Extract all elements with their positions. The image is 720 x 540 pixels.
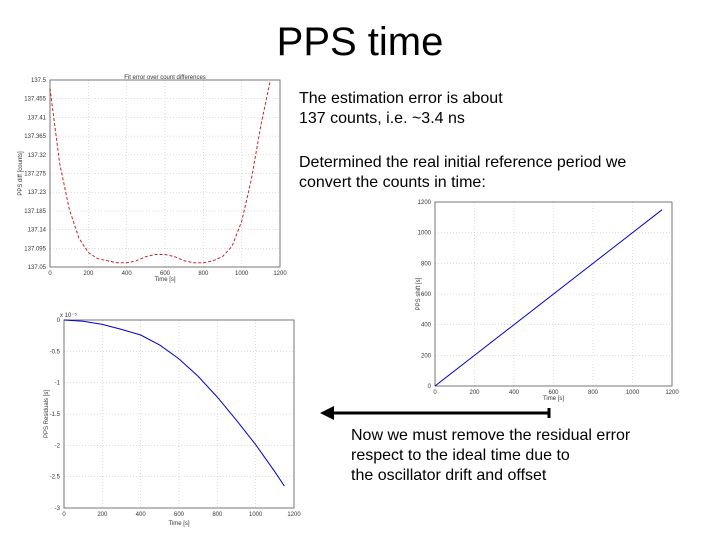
x-tick-label: 1200 — [665, 390, 679, 396]
slide-title: PPS time — [276, 20, 444, 64]
x-tick-label: 0 — [433, 390, 437, 396]
y-tick-label: 600 — [421, 292, 432, 298]
y-tick-label: 800 — [421, 261, 432, 267]
x-tick-label: 1000 — [249, 512, 263, 518]
x-tick-label: 400 — [136, 512, 147, 518]
y-tick-label: 137.41 — [28, 115, 47, 121]
y-tick-label: 137.365 — [24, 134, 46, 140]
arrow-head — [320, 406, 334, 420]
x-tick-label: 600 — [174, 512, 185, 518]
series-line — [63, 319, 285, 487]
y-tick-label: 137.14 — [28, 228, 47, 234]
estimation-error-text: The estimation error is about 137 counts… — [299, 89, 559, 129]
x-tick-label: 1000 — [235, 271, 249, 277]
residual-text: Now we must remove the residual error re… — [351, 426, 681, 486]
text-line: convert the counts in time: — [299, 174, 486, 191]
y-tick-label: 137.455 — [24, 97, 46, 103]
text-line: The estimation error is about — [299, 90, 503, 107]
x-tick-label: 0 — [62, 512, 66, 518]
x-axis-label: Time [s] — [168, 521, 189, 527]
series-line — [434, 209, 663, 387]
y-tick-label: 1200 — [418, 200, 432, 206]
text-line: 137 counts, i.e. ~3.4 ns — [299, 110, 465, 127]
y-axis-label: PPS shift [s] — [416, 277, 422, 310]
y-tick-label: 0 — [57, 318, 61, 324]
text-line: Determined the real initial reference pe… — [299, 154, 627, 171]
y-axis-label: PPS Residuals [s] — [44, 390, 50, 438]
text-line: the oscillator drift and offset — [351, 467, 547, 484]
text-line: Now we must remove the residual error — [351, 427, 631, 444]
y-tick-label: 137.095 — [24, 246, 46, 252]
y-tick-label: 400 — [421, 323, 432, 329]
y-tick-label: 137.23 — [28, 190, 47, 196]
pps-error-chart: Fit error over count differences 137.5 13… — [18, 75, 287, 283]
x-tick-label: 400 — [509, 390, 520, 396]
chart-title: Fit error over count differences — [124, 75, 206, 81]
x-tick-label: 800 — [198, 271, 209, 277]
x-tick-label: 1000 — [626, 390, 640, 396]
pps-residuals-chart: x 10⁻⁵ 0 -0.5 -1 -1.5 -2 -2.5 -3 0 200 400 600 800… — [44, 312, 301, 527]
pps-shift-chart: 1200 1000 800 600 400 200 0 0 200 400 600 800 1000 1… — [416, 200, 679, 402]
conversion-text: Determined the real initial reference pe… — [299, 153, 659, 193]
series-line — [49, 79, 271, 264]
x-tick-label: 200 — [97, 512, 108, 518]
x-tick-label: 1200 — [273, 271, 287, 277]
y-tick-label: -0.5 — [50, 349, 61, 355]
y-tick-label: -1 — [55, 381, 61, 387]
y-tick-label: 137.32 — [28, 153, 47, 159]
y-tick-label: 137.185 — [24, 209, 46, 215]
y-tick-label: 1000 — [418, 231, 432, 237]
x-tick-label: 800 — [588, 390, 599, 396]
y-tick-label: 0 — [428, 384, 432, 390]
y-tick-label: 137.275 — [24, 172, 46, 178]
x-tick-label: 200 — [83, 271, 94, 277]
y-tick-label: -3 — [55, 506, 61, 512]
plot-frame — [49, 79, 281, 268]
x-tick-label: 600 — [160, 271, 171, 277]
y-multiplier: x 10⁻⁵ — [60, 312, 78, 319]
x-axis-label: Time [s] — [543, 396, 564, 402]
pointer-arrow — [320, 406, 551, 420]
y-tick-label: 137.5 — [31, 78, 47, 84]
y-tick-label: -1.5 — [50, 412, 61, 418]
x-tick-label: 1200 — [287, 512, 301, 518]
x-axis-label: Time [s] — [154, 277, 175, 283]
text-line: respect to the ideal time due to — [351, 447, 570, 464]
x-tick-label: 800 — [212, 512, 223, 518]
y-axis-label: PPS diff [counts] — [18, 151, 24, 196]
y-tick-label: 137.05 — [28, 265, 47, 271]
plot-frame — [63, 319, 295, 509]
y-tick-label: -2.5 — [50, 475, 61, 481]
x-tick-label: 0 — [48, 271, 52, 277]
y-tick-label: 200 — [421, 353, 432, 359]
x-tick-label: 400 — [122, 271, 133, 277]
x-tick-label: 200 — [469, 390, 480, 396]
y-tick-label: -2 — [55, 443, 61, 449]
plot-frame — [434, 201, 673, 387]
x-tick-label: 600 — [548, 390, 559, 396]
